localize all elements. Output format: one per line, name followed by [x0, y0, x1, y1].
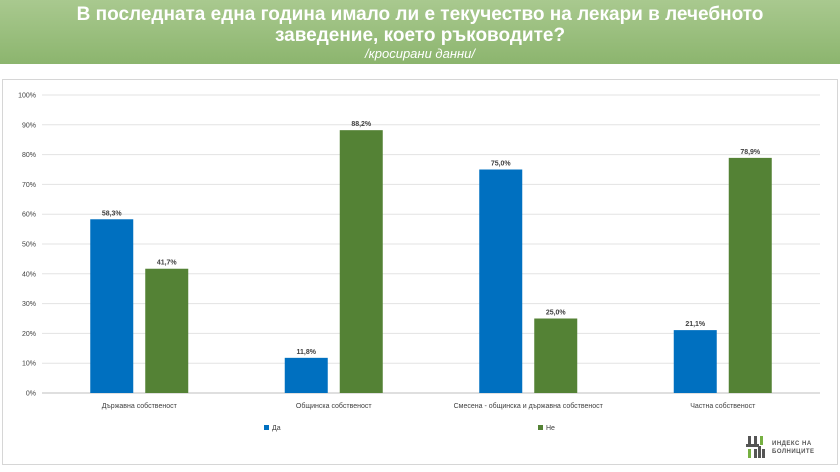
y-tick-label: 50% — [22, 242, 36, 249]
chart-header: В последната една година имало ли е теку… — [0, 0, 840, 64]
chart-title-line2: заведение, което ръководите? — [274, 25, 566, 46]
y-tick-label: 40% — [22, 271, 36, 278]
logo-text-line1: ИНДЕКС НА — [772, 441, 812, 447]
data-label: 41,7% — [157, 260, 178, 267]
data-label: 21,1% — [685, 321, 706, 328]
bar-ne — [339, 130, 383, 393]
data-label: 75,0% — [491, 161, 512, 168]
category-label: Държавна собственост — [102, 402, 178, 410]
y-tick-label: 30% — [22, 301, 36, 308]
data-label: 25,0% — [546, 310, 567, 317]
data-label: 11,8% — [297, 349, 317, 356]
y-tick-label: 10% — [22, 361, 36, 368]
category-label: Частна собственост — [690, 402, 756, 410]
chart-title-line1: В последната една година имало ли е теку… — [76, 4, 764, 25]
y-tick-label: 90% — [22, 122, 36, 129]
bar-da — [90, 219, 134, 393]
bar-da — [284, 357, 328, 393]
category-label: Общинска собственост — [296, 402, 372, 410]
logo-text-line2: БОЛНИЦИТЕ — [772, 449, 815, 455]
data-label: 88,2% — [351, 121, 372, 128]
chart-frame — [2, 79, 838, 465]
y-tick-label: 60% — [22, 212, 36, 219]
y-tick-label: 70% — [22, 182, 36, 189]
data-label: 78,9% — [740, 149, 761, 156]
y-tick-label: 20% — [22, 331, 36, 338]
category-label: Смесена - общинска и държавна собственос… — [454, 402, 604, 410]
bar-da — [479, 169, 523, 393]
bar-ne — [145, 268, 189, 393]
y-tick-label: 80% — [22, 152, 36, 159]
bar-da — [673, 330, 717, 393]
legend-swatch — [538, 425, 543, 430]
bar-ne — [728, 157, 772, 393]
y-tick-label: 0% — [26, 391, 36, 398]
bar-ne — [534, 318, 578, 393]
y-tick-label: 100% — [18, 93, 36, 100]
legend-swatch — [264, 425, 269, 430]
index-logo: ИНДЕКС НА БОЛНИЦИТЕ — [746, 432, 836, 462]
legend-label: Да — [272, 425, 281, 432]
legend-label: Не — [546, 425, 555, 432]
logo-icon — [746, 436, 765, 458]
data-label: 58,3% — [102, 210, 123, 217]
chart-subtitle: /кросирани данни/ — [365, 46, 475, 61]
